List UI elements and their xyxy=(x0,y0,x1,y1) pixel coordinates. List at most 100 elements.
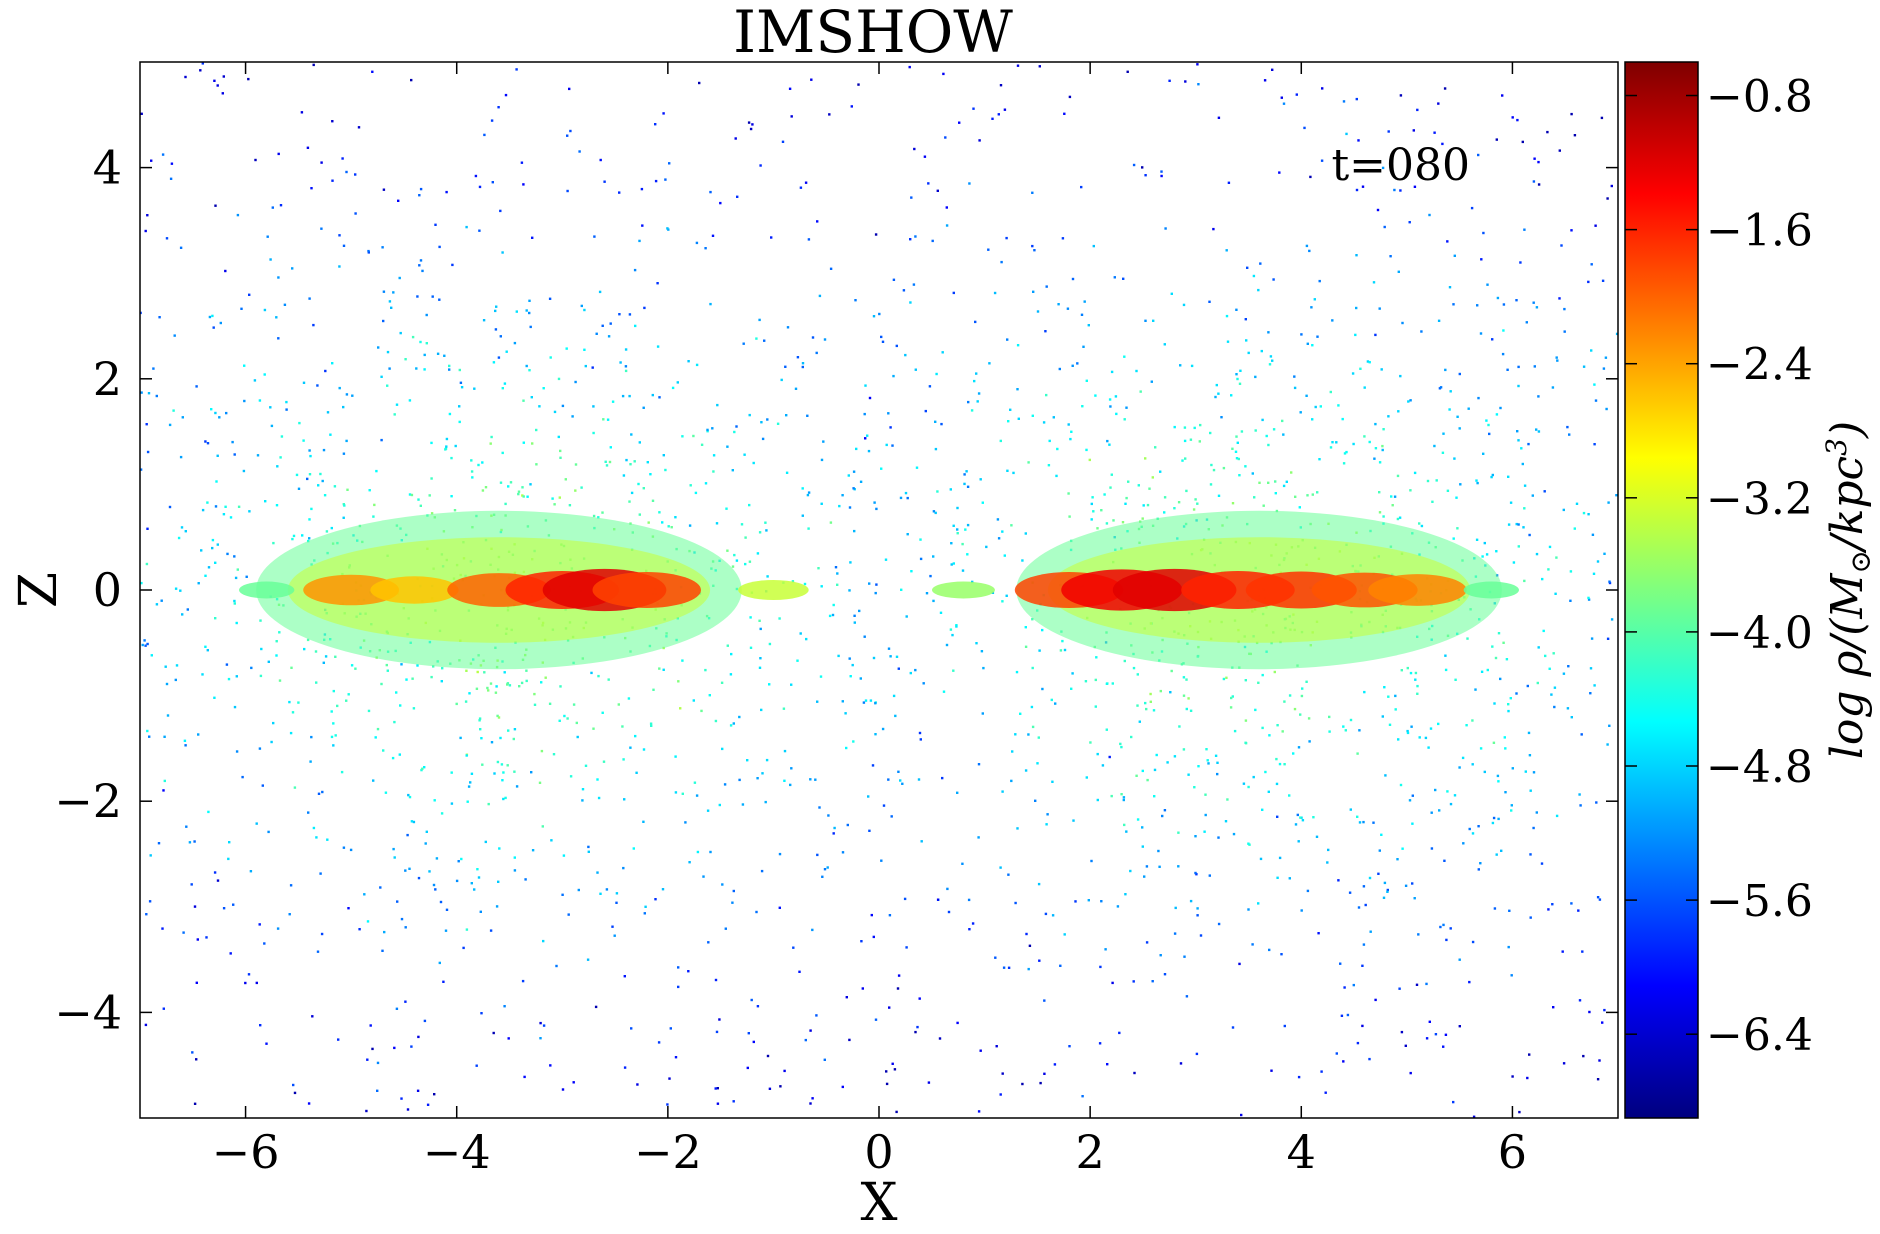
halo-particle xyxy=(1174,906,1177,910)
halo-particle xyxy=(289,731,293,735)
halo-particle xyxy=(1341,417,1344,421)
halo-particle xyxy=(405,678,408,681)
halo-particle xyxy=(729,673,733,676)
halo-particle xyxy=(469,781,472,784)
halo-particle xyxy=(438,245,441,249)
halo-particle xyxy=(1509,501,1513,504)
halo-particle xyxy=(1058,367,1061,371)
halo-particle xyxy=(141,643,144,647)
halo-particle xyxy=(881,727,885,731)
halo-particle xyxy=(214,204,217,207)
halo-particle xyxy=(1122,277,1125,280)
halo-particle xyxy=(592,431,595,435)
halo-particle xyxy=(1319,405,1322,408)
halo-particle xyxy=(624,348,628,351)
halo-particle xyxy=(868,582,871,585)
halo-particle xyxy=(1444,1033,1448,1036)
halo-particle xyxy=(1456,415,1459,418)
halo-particle xyxy=(1470,206,1474,210)
halo-particle xyxy=(1113,276,1116,279)
halo-particle xyxy=(1551,903,1554,906)
halo-particle xyxy=(258,747,262,750)
halo-particle xyxy=(553,410,557,414)
halo-particle xyxy=(1570,716,1573,719)
halo-particle xyxy=(222,75,225,78)
halo-particle xyxy=(1268,734,1271,737)
halo-particle xyxy=(1324,1091,1327,1094)
halo-particle xyxy=(140,112,143,115)
halo-particle xyxy=(887,778,890,781)
halo-particle xyxy=(1136,818,1140,821)
halo-particle xyxy=(721,883,724,886)
halo-particle xyxy=(1479,747,1483,750)
halo-particle xyxy=(874,733,877,736)
halo-particle xyxy=(606,418,610,421)
halo-particle xyxy=(638,441,641,444)
halo-particle xyxy=(1152,319,1155,322)
halo-particle xyxy=(664,178,667,181)
halo-particle xyxy=(1027,461,1030,464)
halo-particle xyxy=(227,677,231,681)
halo-particle xyxy=(1482,231,1485,235)
halo-particle xyxy=(875,507,878,511)
halo-particle xyxy=(330,526,333,530)
halo-particle xyxy=(500,763,504,766)
halo-particle xyxy=(197,582,200,585)
halo-particle xyxy=(1596,1078,1600,1081)
halo-particle xyxy=(1589,667,1593,670)
halo-particle xyxy=(966,553,969,556)
halo-particle xyxy=(306,638,310,642)
halo-particle xyxy=(617,703,620,706)
halo-particle xyxy=(687,970,690,973)
halo-particle xyxy=(480,737,483,740)
halo-particle xyxy=(822,440,825,443)
halo-particle xyxy=(1454,678,1457,681)
halo-particle xyxy=(310,187,313,190)
halo-particle xyxy=(644,905,647,908)
halo-particle xyxy=(738,715,741,719)
halo-particle xyxy=(404,869,407,872)
halo-particle xyxy=(95,451,97,453)
halo-particle xyxy=(711,234,715,237)
halo-particle xyxy=(1306,342,1309,345)
halo-particle xyxy=(390,306,393,309)
y-axis-label: Z xyxy=(9,572,69,608)
halo-particle xyxy=(695,363,699,367)
halo-particle xyxy=(859,480,863,483)
halo-particle xyxy=(478,717,482,720)
halo-particle xyxy=(611,400,615,403)
halo-particle xyxy=(1104,948,1107,951)
halo-particle xyxy=(1177,831,1180,834)
halo-particle xyxy=(935,372,938,376)
halo-particle xyxy=(393,720,396,724)
halo-particle xyxy=(207,566,211,569)
halo-particle xyxy=(302,439,305,442)
halo-particle xyxy=(759,164,762,167)
halo-particle xyxy=(874,233,878,236)
halo-particle xyxy=(1281,419,1284,423)
halo-particle xyxy=(297,487,301,490)
halo-particle xyxy=(1096,798,1099,802)
halo-particle xyxy=(1348,891,1352,894)
halo-particle xyxy=(1739,589,1741,591)
halo-particle xyxy=(874,1018,878,1021)
halo-particle xyxy=(385,663,388,667)
halo-particle xyxy=(1129,869,1132,873)
halo-particle xyxy=(291,711,295,714)
halo-particle xyxy=(263,373,266,376)
halo-particle xyxy=(900,588,903,591)
halo-particle xyxy=(184,75,187,79)
halo-particle xyxy=(591,366,594,369)
halo-particle xyxy=(1554,592,1557,595)
halo-particle xyxy=(752,461,755,465)
halo-particle xyxy=(306,146,310,149)
halo-particle xyxy=(375,469,378,473)
halo-particle xyxy=(308,473,312,476)
halo-particle xyxy=(221,92,224,95)
halo-particle xyxy=(174,587,178,590)
halo-particle xyxy=(709,850,712,854)
halo-particle xyxy=(1272,278,1275,281)
halo-particle xyxy=(1141,769,1144,773)
halo-particle xyxy=(1416,684,1419,688)
halo-particle xyxy=(597,674,600,678)
